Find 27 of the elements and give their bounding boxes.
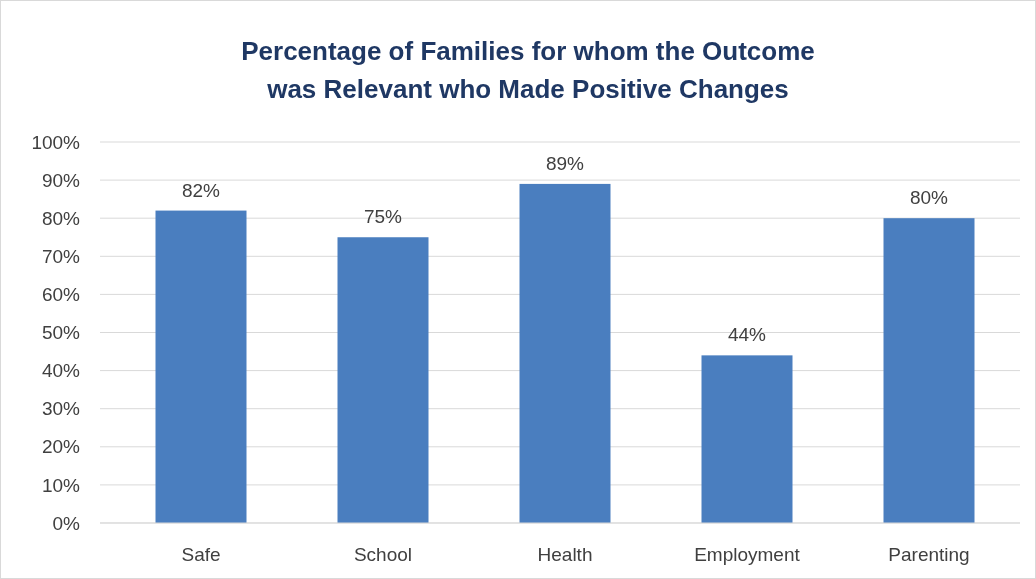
x-tick-label: Health bbox=[537, 544, 593, 565]
y-tick-label: 30% bbox=[41, 398, 81, 420]
bar bbox=[883, 218, 975, 523]
y-tick-label: 0% bbox=[52, 512, 81, 534]
chart-title: Percentage of Families for whom the Outcome was Relevant who Made Positive Changes bbox=[241, 36, 815, 104]
y-tick-label: 40% bbox=[41, 360, 81, 382]
x-tick-label: Safe bbox=[181, 544, 221, 565]
x-tick-label: Employment bbox=[694, 544, 801, 565]
data-label: 75% bbox=[363, 206, 403, 228]
y-tick-label: 90% bbox=[41, 169, 81, 191]
y-tick-label: 100% bbox=[31, 131, 81, 153]
data-label: 82% bbox=[181, 179, 221, 201]
bar bbox=[155, 210, 247, 523]
y-tick-label: 50% bbox=[41, 322, 81, 344]
x-tick-label: Parenting bbox=[888, 544, 970, 565]
bar bbox=[519, 183, 611, 523]
y-tick-label: 70% bbox=[41, 245, 81, 267]
bar bbox=[337, 237, 429, 523]
x-tick-label: School bbox=[353, 544, 413, 565]
y-tick-label: 60% bbox=[41, 284, 81, 306]
y-tick-label: 80% bbox=[41, 207, 81, 229]
data-label: 89% bbox=[545, 152, 585, 174]
data-label: 44% bbox=[727, 324, 767, 346]
data-label: 80% bbox=[909, 187, 949, 209]
y-tick-label: 10% bbox=[41, 474, 81, 496]
y-tick-label: 20% bbox=[41, 436, 81, 458]
bar bbox=[701, 355, 793, 523]
